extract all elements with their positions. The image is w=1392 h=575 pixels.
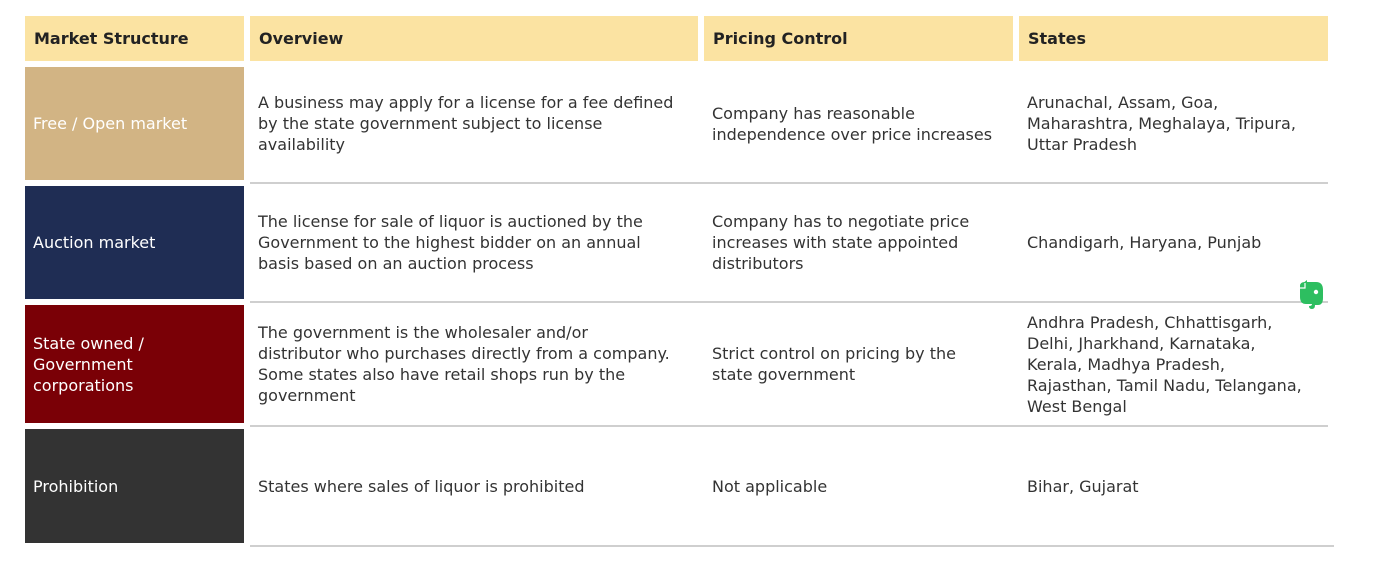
header-overview: Overview bbox=[250, 16, 698, 61]
states-text: Bihar, Gujarat bbox=[1027, 476, 1139, 496]
overview-cell: A business may apply for a license for a… bbox=[250, 67, 704, 180]
header-pricing-control: Pricing Control bbox=[704, 16, 1013, 61]
pricing-text: Not applicable bbox=[712, 476, 828, 496]
row-label-auction-market: Auction market bbox=[25, 186, 244, 299]
overview-text: States where sales of liquor is prohibit… bbox=[258, 476, 585, 496]
row-label-text: Auction market bbox=[33, 233, 156, 252]
row-divider bbox=[250, 545, 1334, 547]
states-cell: Andhra Pradesh, Chhattisgarh, Delhi, Jha… bbox=[1019, 305, 1339, 423]
row-divider bbox=[250, 182, 1328, 184]
pricing-cell: Strict control on pricing by the state g… bbox=[704, 305, 1019, 423]
row-label-free-open-market: Free / Open market bbox=[25, 67, 244, 180]
header-market-structure: Market Structure bbox=[25, 16, 244, 61]
pricing-text: Company has to negotiate price increases… bbox=[712, 212, 970, 273]
overview-cell: States where sales of liquor is prohibit… bbox=[250, 429, 704, 543]
pricing-cell: Not applicable bbox=[704, 429, 1019, 543]
pricing-cell: Company has reasonable independence over… bbox=[704, 67, 1019, 180]
row-label-text: Free / Open market bbox=[33, 114, 188, 133]
row-label-text: Prohibition bbox=[33, 476, 119, 496]
states-cell: Chandigarh, Haryana, Punjab bbox=[1019, 186, 1339, 299]
states-cell: Bihar, Gujarat bbox=[1019, 429, 1339, 543]
pricing-text: Strict control on pricing by the state g… bbox=[712, 344, 956, 384]
overview-text: The government is the wholesaler and/or … bbox=[258, 323, 670, 405]
row-divider bbox=[250, 301, 1328, 303]
overview-cell: The license for sale of liquor is auctio… bbox=[250, 186, 704, 299]
states-text: Chandigarh, Haryana, Punjab bbox=[1027, 233, 1262, 252]
row-divider bbox=[250, 425, 1328, 427]
row-label-state-owned: State owned / Government corporations bbox=[25, 305, 244, 423]
states-text: Andhra Pradesh, Chhattisgarh, Delhi, Jha… bbox=[1027, 312, 1302, 416]
row-label-prohibition: Prohibition bbox=[25, 429, 244, 543]
header-states: States bbox=[1019, 16, 1328, 61]
pricing-cell: Company has to negotiate price increases… bbox=[704, 186, 1019, 299]
row-label-text: State owned / Government corporations bbox=[33, 333, 144, 395]
pricing-text: Company has reasonable independence over… bbox=[712, 103, 993, 144]
evernote-elephant-icon[interactable] bbox=[1296, 278, 1326, 310]
overview-text: A business may apply for a license for a… bbox=[258, 93, 674, 154]
states-cell: Arunachal, Assam, Goa, Maharashtra, Megh… bbox=[1019, 67, 1339, 180]
overview-text: The license for sale of liquor is auctio… bbox=[258, 212, 643, 273]
states-text: Arunachal, Assam, Goa, Maharashtra, Megh… bbox=[1027, 93, 1296, 154]
overview-cell: The government is the wholesaler and/or … bbox=[250, 305, 704, 423]
